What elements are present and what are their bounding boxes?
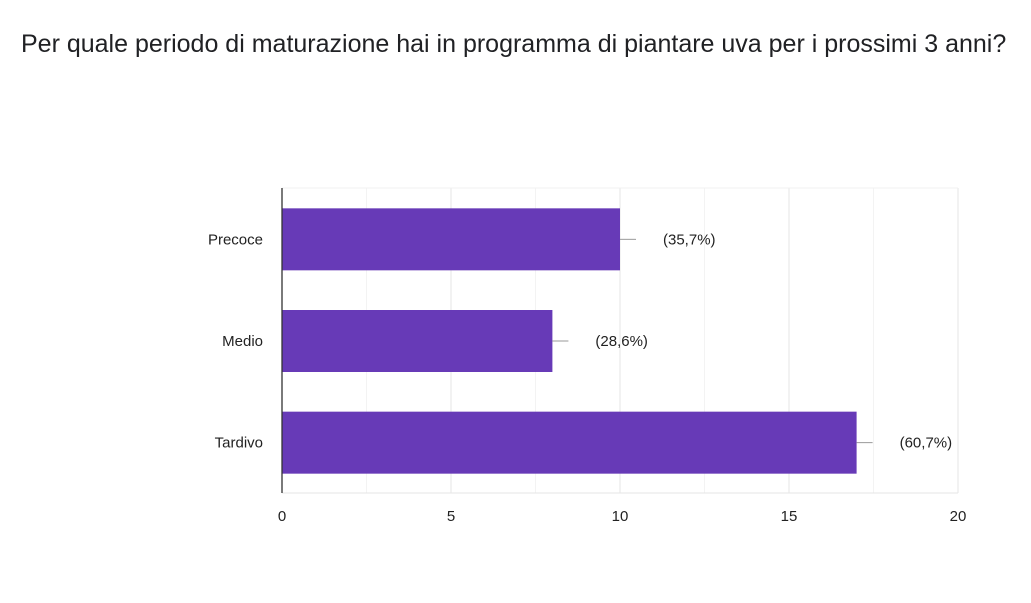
category-label: Tardivo bbox=[215, 435, 263, 452]
x-tick-label: 0 bbox=[278, 508, 286, 525]
data-label: (35,7%) bbox=[663, 231, 716, 248]
data-label: (28,6%) bbox=[595, 333, 648, 350]
category-label: Medio bbox=[222, 333, 263, 350]
x-tick-label: 10 bbox=[612, 508, 629, 525]
bar-medio bbox=[282, 310, 553, 372]
bar-precoce bbox=[282, 208, 620, 271]
chart-title: Per quale periodo di maturazione hai in … bbox=[21, 30, 1007, 58]
bar-tardivo bbox=[282, 411, 857, 474]
x-tick-label: 20 bbox=[950, 508, 967, 525]
data-label: (60,7%) bbox=[900, 435, 953, 452]
category-label: Precoce bbox=[208, 231, 263, 248]
x-tick-label: 15 bbox=[781, 508, 798, 525]
x-tick-label: 5 bbox=[447, 508, 455, 525]
